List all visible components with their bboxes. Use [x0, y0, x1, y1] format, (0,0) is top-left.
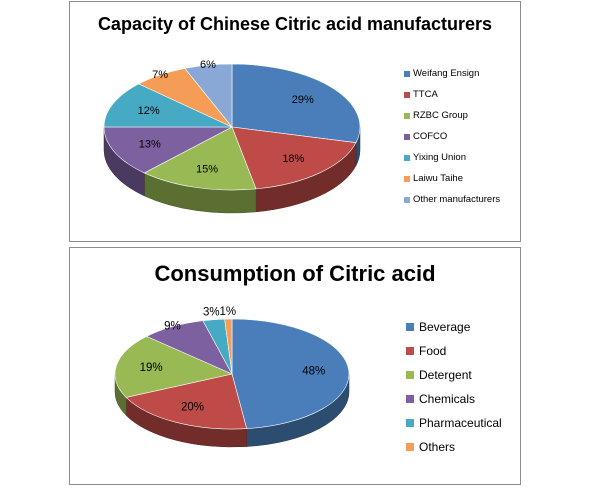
capacity-chart-panel: Capacity of Chinese Citric acid manufact…: [69, 1, 521, 242]
pie-slice-weifang-ensign: [231, 63, 361, 143]
pie-slice-beverage: [231, 318, 350, 429]
legend-swatch: [404, 92, 410, 98]
data-label-food: 20%: [181, 402, 204, 414]
pie-slice-ttca: [231, 126, 357, 190]
legend-swatch: [404, 134, 410, 140]
capacity-pie-chart: 29% 18% 15% 13% 12% 7% 6%: [103, 59, 361, 214]
legend-label: Food: [419, 344, 447, 358]
legend-swatch: [406, 371, 414, 379]
data-label-other-manufacturers: 6%: [200, 59, 216, 71]
legend-swatch: [406, 419, 414, 427]
legend-label: Yixing Union: [413, 152, 466, 163]
data-label-weifang-ensign: 29%: [292, 94, 314, 106]
pie-slice-other-manufacturers: [184, 63, 233, 128]
legend-label: Other manufacturers: [413, 194, 501, 205]
data-label-cofco: 13%: [139, 139, 161, 151]
legend-swatch: [404, 176, 410, 182]
data-label-pharmaceutical: 3%: [203, 307, 220, 319]
legend-label: Laiwu Taihe: [413, 173, 464, 184]
legend-label: Chemicals: [419, 392, 476, 406]
legend-swatch: [404, 113, 410, 119]
legend-swatch: [404, 197, 410, 203]
legend-label: RZBC Group: [413, 110, 468, 121]
data-label-laiwu-taihe: 7%: [152, 69, 168, 81]
legend-label: Beverage: [419, 320, 471, 334]
data-label-yixing-union: 12%: [138, 105, 160, 117]
legend-swatch: [406, 395, 414, 403]
data-label-others: 1%: [220, 306, 237, 318]
data-label-beverage: 48%: [302, 366, 325, 378]
legend-swatch: [404, 71, 410, 77]
data-label-rzbc-group: 15%: [196, 163, 218, 175]
legend-label: Weifang Ensign: [413, 68, 480, 79]
legend-swatch: [404, 155, 410, 161]
pie-slice-others: [224, 318, 233, 375]
pie-slice-detergent: [114, 336, 233, 398]
legend-swatch: [406, 347, 414, 355]
pie-slice-rzbc-group: [143, 126, 257, 191]
pie-slice-yixing-union: [103, 83, 233, 128]
legend-swatch: [406, 443, 414, 451]
consumption-chart-panel: Consumption of Citric acid 48% 20% 19% 9% 3%…: [69, 247, 521, 485]
legend-label: COFCO: [413, 131, 448, 142]
legend-label: Detergent: [419, 368, 472, 382]
legend-label: Pharmaceutical: [419, 416, 502, 430]
consumption-pie-chart: 48% 20% 19% 9% 3% 1%: [114, 306, 350, 448]
legend-label: TTCA: [413, 89, 438, 100]
legend-swatch: [406, 323, 414, 331]
data-label-chemicals: 9%: [164, 321, 181, 333]
legend-label: Others: [419, 440, 456, 454]
chart-title: Capacity of Chinese Citric acid manufact…: [97, 14, 493, 34]
data-label-detergent: 19%: [140, 362, 163, 374]
data-label-ttca: 18%: [282, 153, 304, 165]
pie-slice-food: [125, 373, 248, 430]
chart-title: Consumption of Citric acid: [154, 261, 436, 286]
pie-slice-cofco: [103, 126, 233, 174]
